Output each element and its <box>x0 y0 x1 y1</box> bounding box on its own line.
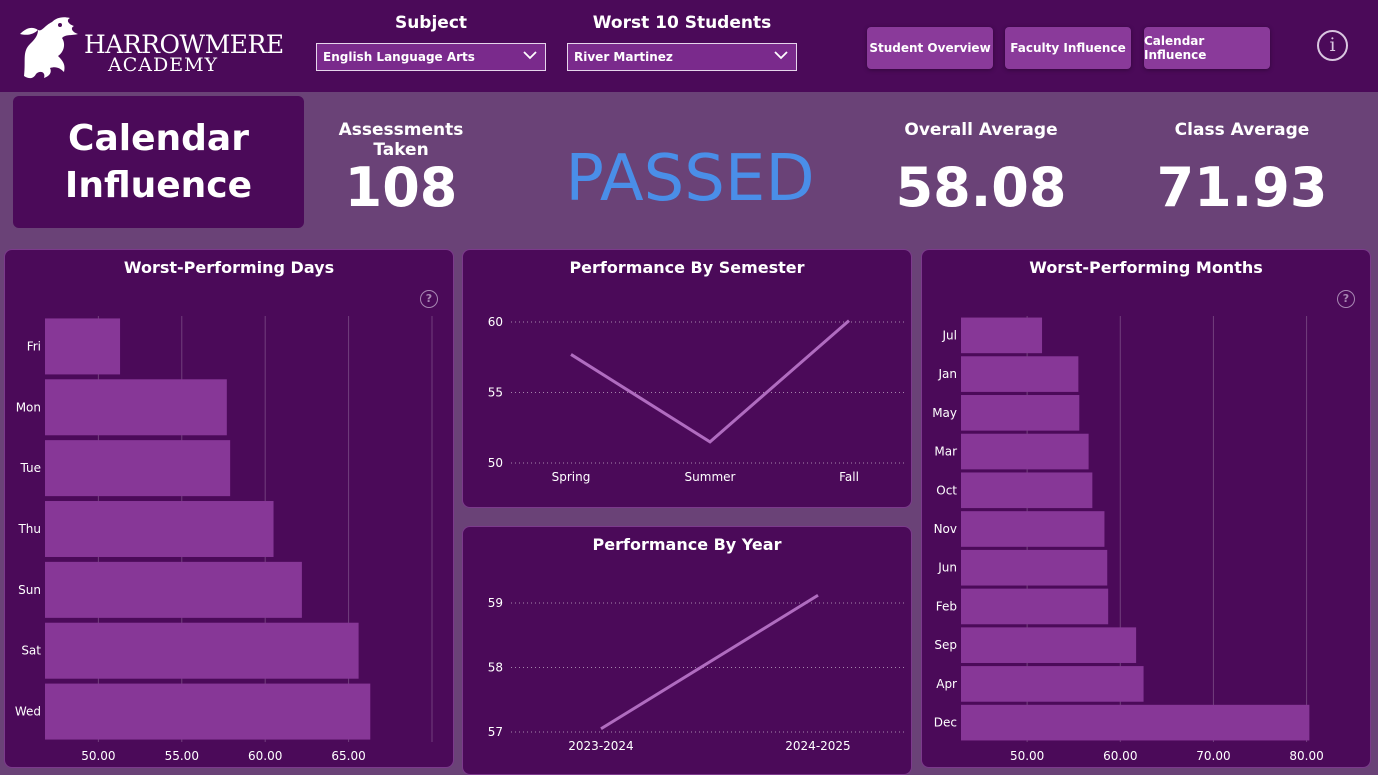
bar <box>45 561 302 618</box>
class-average-value: 71.93 <box>1156 156 1328 219</box>
bar <box>961 511 1105 547</box>
student-filter-title: Worst 10 Students <box>592 13 772 33</box>
year-title: Performance By Year <box>592 535 782 554</box>
worst-days-chart: 50.00 55.00 60.00 65.00 Fri Mon Tue Thu Sun Sat We… <box>15 316 433 763</box>
assessments-taken-label: Assessments Taken <box>338 120 464 160</box>
category-label: Jul <box>942 328 957 342</box>
assessments-taken-value: 108 <box>344 156 458 219</box>
category-label: Oct <box>936 483 957 497</box>
category-label: Thu <box>17 522 41 536</box>
x-tick-label: 2024-2025 <box>785 739 850 753</box>
worst-days-title: Worst-Performing Days <box>123 258 335 277</box>
bar <box>961 356 1079 392</box>
nav-student-overview-button[interactable]: Student Overview <box>867 27 993 69</box>
x-tick-label: 50.00 <box>81 749 115 763</box>
student-dropdown[interactable]: River Martinez <box>567 43 797 71</box>
category-label: Apr <box>936 677 957 691</box>
bar <box>961 433 1089 470</box>
bar <box>45 622 359 679</box>
help-icon[interactable]: ? <box>420 290 438 308</box>
academy-logo: HARROWMERE ACADEMY <box>16 14 284 84</box>
page-title: Calendar Influence <box>64 118 253 206</box>
help-icon[interactable]: ? <box>1337 290 1355 308</box>
bar <box>45 440 231 497</box>
series-line <box>600 593 819 731</box>
bar <box>45 683 371 740</box>
student-dropdown-value: River Martinez <box>574 50 673 64</box>
category-label: Sat <box>21 644 41 658</box>
worst-months-panel: Worst-Performing Months ? 50.00 60.00 70.0… <box>921 249 1371 768</box>
x-tick-label: 80.00 <box>1289 749 1323 763</box>
dragon-icon <box>20 17 78 79</box>
x-tick-label: 70.00 <box>1196 749 1230 763</box>
category-label: Nov <box>934 522 957 536</box>
x-tick-label: 60.00 <box>248 749 282 763</box>
chevron-down-icon <box>523 51 537 60</box>
year-chart: 57 58 59 2023-2024 2024-2025 <box>488 593 907 753</box>
nav-calendar-influence-button[interactable]: Calendar Influence <box>1144 27 1270 69</box>
category-label: Feb <box>936 599 957 613</box>
series-line <box>570 319 850 444</box>
x-tick-label: 50.00 <box>1010 749 1044 763</box>
bar <box>961 472 1093 509</box>
category-label: Sep <box>934 638 957 652</box>
overall-average-label: Overall Average <box>904 120 1058 140</box>
overall-average-value: 58.08 <box>895 156 1067 219</box>
y-tick-label: 60 <box>488 315 503 329</box>
x-tick-label: 65.00 <box>331 749 365 763</box>
bar <box>961 549 1108 586</box>
category-label: Mon <box>16 400 41 414</box>
y-tick-label: 58 <box>488 661 503 675</box>
x-tick-label: 60.00 <box>1103 749 1137 763</box>
y-tick-label: 50 <box>488 456 503 470</box>
category-label: Fri <box>27 339 41 353</box>
year-panel: Performance By Year 57 58 59 2023-2024 2024-… <box>462 526 912 775</box>
y-tick-label: 59 <box>488 596 503 610</box>
bar <box>961 588 1109 625</box>
nav-faculty-influence-button[interactable]: Faculty Influence <box>1005 27 1131 69</box>
x-tick-label: Spring <box>552 470 591 484</box>
category-label: May <box>932 406 957 420</box>
bar <box>45 501 274 557</box>
x-tick-label: Fall <box>839 470 859 484</box>
worst-months-chart: 50.00 60.00 70.00 80.00 Jul Jan May Mar Oct Nov Ju… <box>932 316 1324 763</box>
y-tick-label: 57 <box>488 725 503 739</box>
category-label: Tue <box>20 461 42 475</box>
semester-chart: 50 55 60 Spring Summer Fall <box>488 315 907 484</box>
top-bar: HARROWMERE ACADEMY Subject English Langu… <box>0 0 1378 92</box>
bar <box>961 704 1310 741</box>
bar <box>961 627 1137 663</box>
bar <box>45 318 121 375</box>
subject-dropdown[interactable]: English Language Arts <box>316 43 546 71</box>
x-tick-label: Summer <box>685 470 736 484</box>
bar <box>961 666 1144 702</box>
bar <box>961 317 1043 354</box>
brand-name: HARROWMERE <box>84 30 284 59</box>
page-title-card: Calendar Influence <box>13 96 304 228</box>
class-average-label: Class Average <box>1174 120 1310 140</box>
subject-dropdown-value: English Language Arts <box>323 50 475 64</box>
x-tick-label: 55.00 <box>165 749 199 763</box>
category-label: Jan <box>938 367 958 381</box>
x-tick-label: 2023-2024 <box>568 739 633 753</box>
brand-subtitle: ACADEMY <box>108 54 219 76</box>
category-label: Jun <box>937 561 957 575</box>
category-label: Sun <box>18 583 41 597</box>
bar <box>961 395 1080 431</box>
subject-filter-title: Subject <box>394 13 468 33</box>
category-label: Mar <box>934 445 957 459</box>
category-label: Wed <box>15 705 41 719</box>
bar <box>45 379 227 436</box>
worst-months-title: Worst-Performing Months <box>1029 258 1263 277</box>
semester-title: Performance By Semester <box>569 258 805 277</box>
semester-panel: Performance By Semester 50 55 60 Spring Summ… <box>462 249 912 508</box>
chevron-down-icon <box>774 51 788 60</box>
y-tick-label: 55 <box>488 386 503 400</box>
info-icon[interactable]: i <box>1317 30 1348 61</box>
pass-status: PASSED <box>565 142 815 216</box>
category-label: Dec <box>934 716 957 730</box>
worst-days-panel: Worst-Performing Days ? 50.00 55.00 60.00 6… <box>4 249 454 768</box>
